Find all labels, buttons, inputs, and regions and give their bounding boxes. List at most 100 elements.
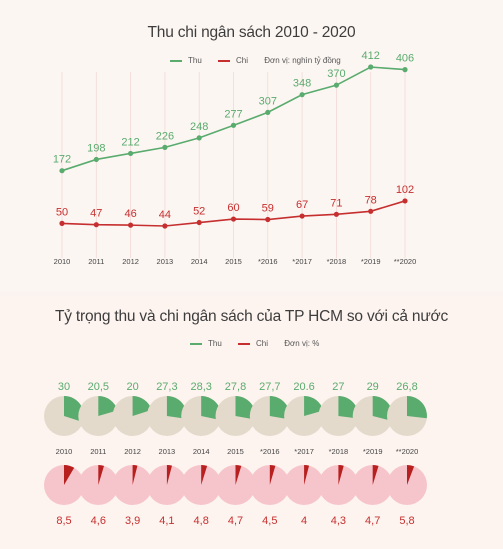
data-label-chi: 47 xyxy=(90,208,102,220)
data-point-chi xyxy=(230,216,237,222)
x-tick-label: 2010 xyxy=(54,257,71,266)
x-tick-label: 2015 xyxy=(225,257,242,266)
data-point-thu xyxy=(162,144,168,150)
thu-value-label: 20.6 xyxy=(293,381,314,393)
data-point-chi xyxy=(265,216,271,223)
chi-value-label: 4,5 xyxy=(262,515,277,527)
line-unit-note: Đơn vị: nghìn tỷ đồng xyxy=(264,56,341,65)
data-label-thu: 412 xyxy=(362,50,380,62)
legend-thu: Thu xyxy=(170,56,202,65)
data-point-thu xyxy=(230,122,237,128)
data-label-chi: 102 xyxy=(396,184,414,196)
x-tick-label: *2016 xyxy=(258,257,278,266)
thu-pie-slice xyxy=(98,396,118,416)
data-label-chi: 59 xyxy=(262,203,274,215)
chi-pie-slice xyxy=(372,465,379,485)
pie-year-label: 2015 xyxy=(227,447,244,456)
pie-chart-legend: Thu Chi Đơn vị: % xyxy=(190,339,319,348)
pie-year-label: 2010 xyxy=(56,447,73,456)
pie-legend-chi-label: Chi xyxy=(256,339,269,348)
line-chart-panel xyxy=(0,0,503,291)
data-point-thu xyxy=(93,156,99,163)
chi-pie-slice xyxy=(132,465,138,485)
x-tick-label: *2019 xyxy=(361,257,381,266)
chi-pie-slice xyxy=(338,465,344,485)
data-point-chi xyxy=(368,208,374,214)
legend-chi-swatch xyxy=(218,59,231,62)
pie-year-label: 2013 xyxy=(159,447,176,456)
chi-pie-slice xyxy=(304,465,310,485)
pie-legend-chi-swatch xyxy=(238,342,251,345)
x-tick-label: *2018 xyxy=(327,257,347,266)
thu-value-label: 20 xyxy=(126,381,138,393)
thu-value-label: 27 xyxy=(332,381,344,393)
legend-chi-label: Chi xyxy=(236,56,249,65)
data-label-chi: 71 xyxy=(330,197,342,209)
x-tick-label: 2011 xyxy=(88,257,104,266)
pie-year-label: **2020 xyxy=(396,447,419,456)
thu-value-label: 27,3 xyxy=(156,381,177,393)
line-chart-legend: Thu Chi Đơn vị: nghìn tỷ đồng xyxy=(170,56,341,65)
data-label-thu: 172 xyxy=(53,154,71,166)
thu-value-label: 27,8 xyxy=(225,381,246,393)
chi-value-label: 5,8 xyxy=(399,515,414,527)
data-point-thu xyxy=(59,168,65,174)
data-label-thu: 370 xyxy=(327,68,345,80)
pie-unit-note: Đơn vị: % xyxy=(284,339,320,348)
chi-value-label: 8,5 xyxy=(56,515,71,527)
chi-value-label: 4,8 xyxy=(194,515,209,527)
thu-pie-slice xyxy=(407,396,427,419)
chi-pie-slice xyxy=(269,465,276,485)
x-tick-label: 2014 xyxy=(191,257,208,266)
data-label-thu: 212 xyxy=(121,136,139,148)
thu-pie-slice xyxy=(132,396,152,416)
pie-year-label: 2011 xyxy=(90,447,106,456)
data-label-chi: 67 xyxy=(296,199,308,211)
data-point-thu xyxy=(368,64,374,70)
pie-year-label: 2012 xyxy=(124,447,141,456)
pie-year-label: *2018 xyxy=(329,447,349,456)
line-chart-title: Thu chi ngân sách 2010 - 2020 xyxy=(147,24,356,41)
pie-year-label: *2016 xyxy=(260,447,280,456)
data-point-chi xyxy=(402,198,408,204)
data-label-thu: 406 xyxy=(396,53,414,65)
data-label-thu: 198 xyxy=(87,142,105,154)
chi-pie-slice xyxy=(64,465,75,485)
chi-value-label: 4,3 xyxy=(331,515,346,527)
chi-pie-slice xyxy=(98,465,105,485)
data-label-thu: 248 xyxy=(190,121,208,133)
thu-value-label: 29 xyxy=(367,381,379,393)
chi-pie-slice xyxy=(201,465,208,485)
pie-year-label: 2014 xyxy=(193,447,210,456)
data-point-thu xyxy=(299,92,305,98)
pie-legend-thu-swatch xyxy=(190,342,202,345)
thu-value-label: 26,8 xyxy=(396,381,417,393)
thu-value-label: 30 xyxy=(58,381,70,393)
data-label-thu: 348 xyxy=(293,78,311,90)
pie-legend-chi: Chi xyxy=(238,339,268,348)
data-point-chi xyxy=(299,213,305,219)
data-point-thu xyxy=(402,67,408,73)
data-point-chi xyxy=(333,211,339,217)
x-tick-label: 2012 xyxy=(122,257,139,266)
chi-value-label: 4,6 xyxy=(91,515,106,527)
legend-chi: Chi xyxy=(218,56,248,65)
chi-pie-slice xyxy=(235,465,242,485)
data-label-chi: 78 xyxy=(365,194,377,206)
data-label-chi: 46 xyxy=(124,208,136,220)
chi-value-label: 4,7 xyxy=(365,515,380,527)
x-tick-label: **2020 xyxy=(394,257,417,266)
thu-pie-slice xyxy=(304,396,324,416)
pie-legend-thu: Thu xyxy=(190,339,222,348)
data-point-thu xyxy=(333,82,339,88)
chi-value-label: 3,9 xyxy=(125,515,140,527)
chi-value-label: 4,7 xyxy=(228,515,243,527)
thu-value-label: 28,3 xyxy=(190,381,211,393)
data-point-thu xyxy=(196,135,202,141)
data-label-thu: 307 xyxy=(259,95,277,107)
data-point-thu xyxy=(128,150,134,157)
data-label-thu: 277 xyxy=(224,108,242,120)
data-point-chi xyxy=(59,220,65,226)
